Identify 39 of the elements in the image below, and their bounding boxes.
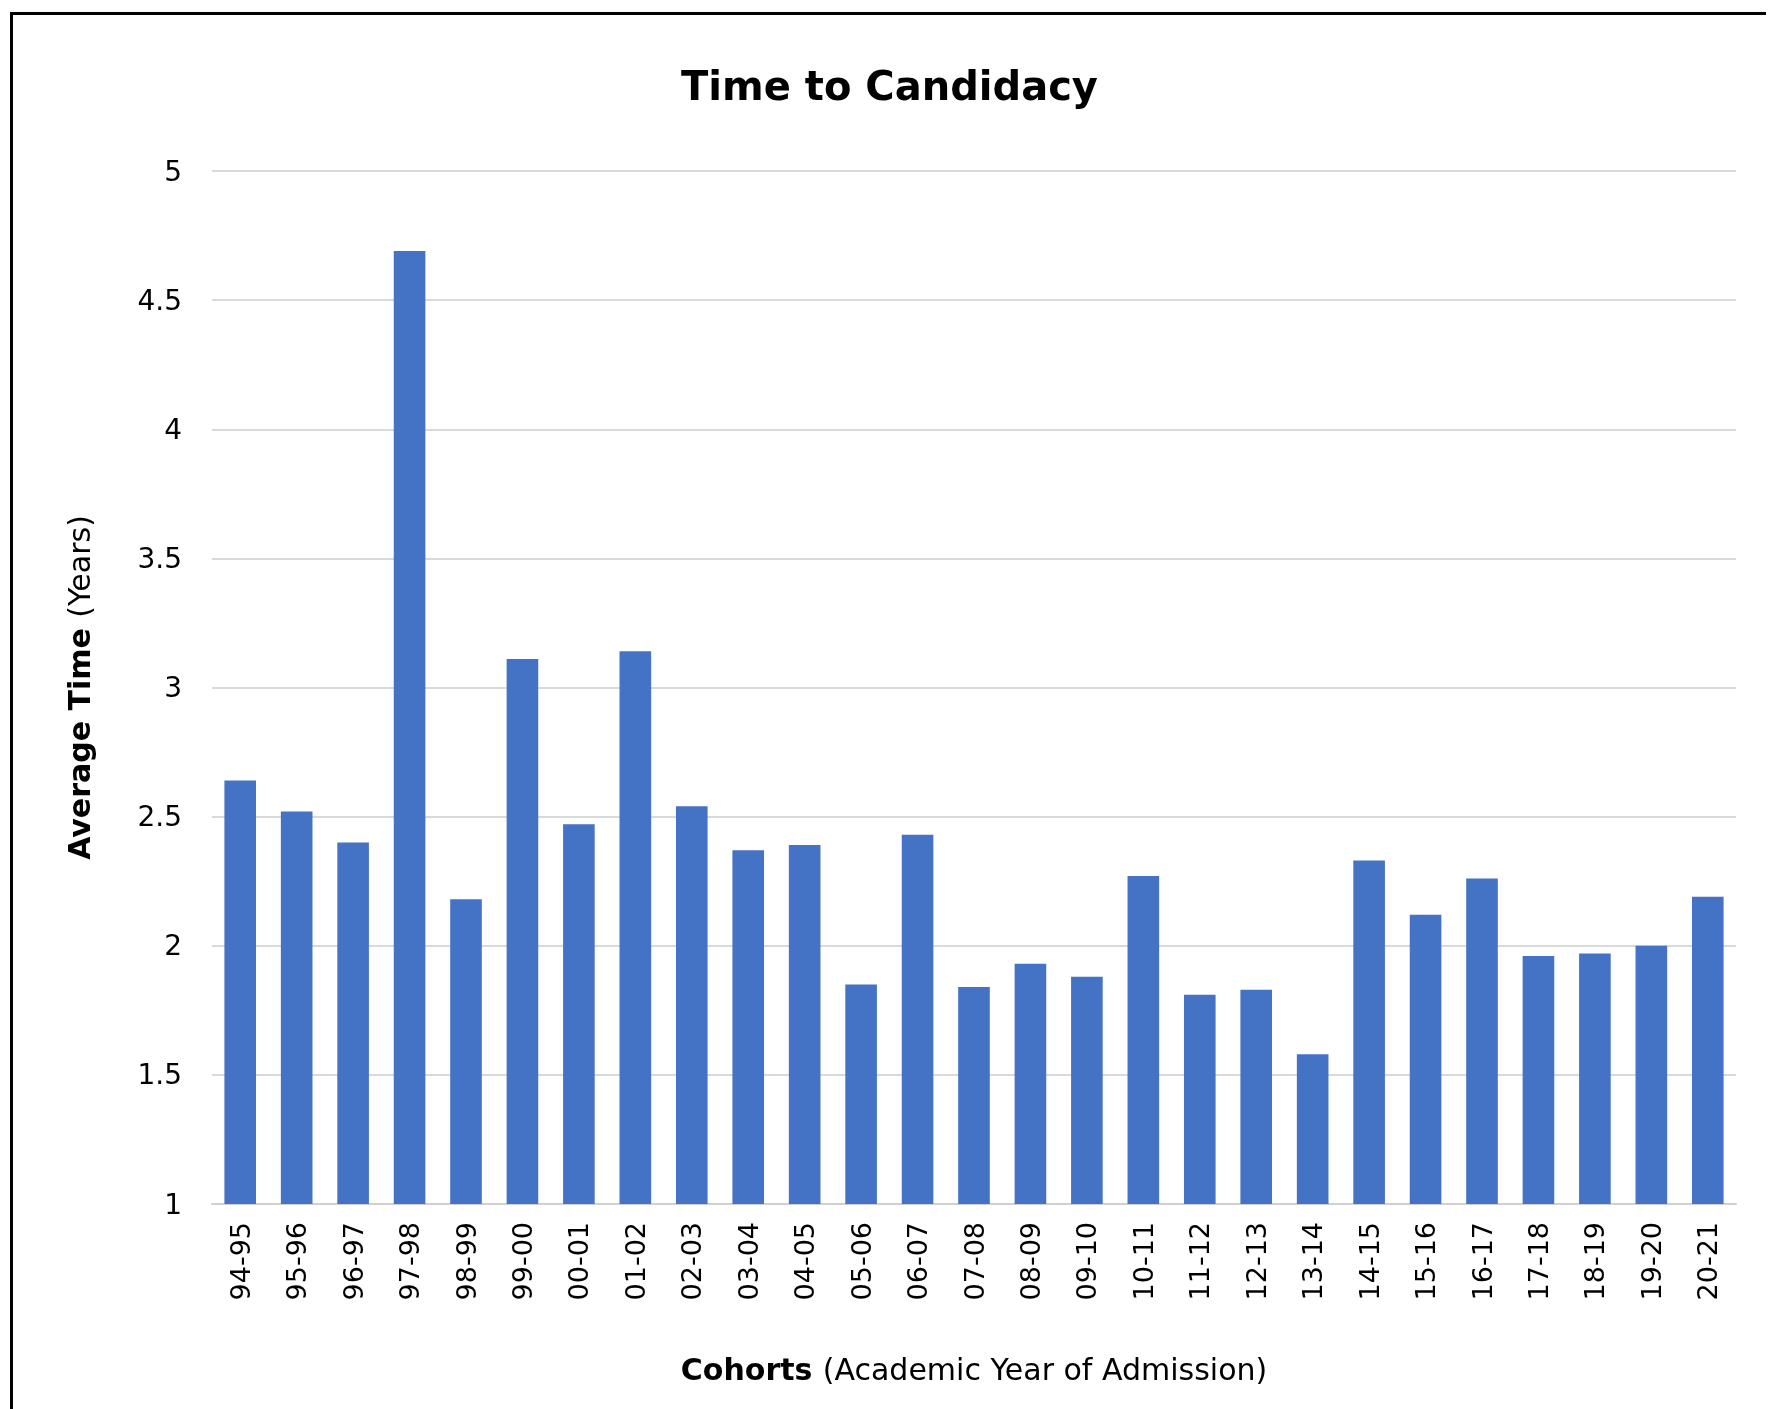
x-tick-label: 09-10 <box>1071 1222 1103 1301</box>
y-tick-label: 2 <box>164 929 182 963</box>
x-tick-label: 00-01 <box>563 1222 595 1301</box>
x-tick-label: 19-20 <box>1635 1222 1667 1301</box>
x-tick-label: 99-00 <box>506 1222 538 1301</box>
x-tick-label: 01-02 <box>619 1222 651 1301</box>
x-tick-label: 06-07 <box>902 1222 934 1301</box>
x-tick-label: 05-06 <box>845 1222 877 1301</box>
x-tick-label: 14-15 <box>1353 1222 1385 1301</box>
x-tick-label: 11-12 <box>1184 1222 1216 1301</box>
x-tick-label: 20-21 <box>1692 1222 1724 1301</box>
x-axis-title: Cohorts (Academic Year of Admission) <box>680 1351 1268 1387</box>
x-tick-label: 17-18 <box>1522 1222 1554 1301</box>
y-tick-label: 1.5 <box>137 1058 182 1092</box>
x-tick-label: 97-98 <box>394 1222 426 1301</box>
x-tick-label: 96-97 <box>337 1222 369 1301</box>
y-tick-label: 3.5 <box>137 541 182 575</box>
y-axis-title: Average Time (Years) <box>61 515 97 860</box>
x-tick-label: 95-96 <box>281 1222 313 1301</box>
y-tick-label: 2.5 <box>137 800 182 834</box>
y-tick-label: 4.5 <box>137 283 182 317</box>
x-tick-label: 03-04 <box>732 1222 764 1301</box>
x-tick-label: 15-16 <box>1410 1222 1442 1301</box>
x-tick-label: 13-14 <box>1297 1222 1329 1301</box>
x-tick-label: 16-17 <box>1466 1222 1498 1301</box>
chart-title: Time to Candidacy <box>681 63 1098 109</box>
x-tick-label: 10-11 <box>1127 1222 1159 1301</box>
x-tick-label: 02-03 <box>676 1222 708 1301</box>
y-tick-label: 3 <box>164 671 182 704</box>
x-tick-label: 12-13 <box>1240 1222 1272 1301</box>
y-tick-label: 1 <box>164 1187 182 1221</box>
x-tick-label: 08-09 <box>1014 1222 1046 1301</box>
x-tick-label: 07-08 <box>958 1222 990 1301</box>
x-tick-label: 18-19 <box>1579 1222 1611 1301</box>
x-tick-label: 94-95 <box>224 1222 256 1301</box>
y-tick-label: 4 <box>164 412 182 446</box>
x-tick-label: 98-99 <box>450 1222 482 1301</box>
y-tick-label: 5 <box>164 154 182 188</box>
x-tick-label: 04-05 <box>789 1222 821 1301</box>
